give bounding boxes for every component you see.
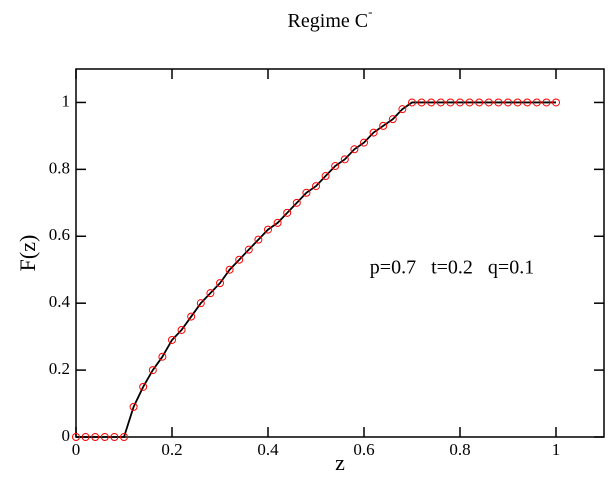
marker [398,105,407,114]
plot-frame [75,68,605,438]
y-tick-label: 0.8 [49,158,70,177]
marker [196,299,205,308]
marker [312,182,320,191]
marker [321,172,330,181]
marker [446,98,455,107]
marker [552,98,560,107]
annotation: p=0.7 t=0.2 q=0.1 [370,257,534,279]
marker [129,402,138,411]
marker [340,155,349,164]
marker [148,366,157,375]
marker [456,98,464,107]
x-axis-label: z [335,450,345,475]
marker [273,218,282,227]
chart-title: Regime C- [288,4,373,32]
marker [427,98,436,107]
marker [292,198,301,207]
marker [110,433,119,441]
marker [206,289,215,298]
marker [81,433,90,441]
marker [436,98,445,107]
marker [484,98,493,107]
marker [158,352,167,361]
marker [225,265,234,274]
marker [523,98,532,107]
marker [264,225,272,234]
marker [168,335,176,344]
y-tick-label: 0 [62,426,71,445]
marker [235,255,244,264]
marker [254,235,263,244]
marker [283,208,292,217]
marker [369,128,378,137]
marker [177,325,186,334]
x-tick-label: 0.8 [449,440,470,459]
marker [244,245,253,254]
marker [350,145,359,154]
y-tick-label: 0.2 [49,359,70,378]
x-tick-label: 1 [552,440,561,459]
y-tick-label: 0.6 [49,225,70,244]
marker [187,312,196,321]
marker [542,98,551,107]
marker [331,162,340,171]
marker [91,433,100,441]
marker [475,98,484,107]
y-tick-label: 1 [62,91,71,110]
marker [494,98,503,107]
marker [532,98,541,107]
marker [72,433,80,441]
marker [504,98,512,107]
title-text: Regime C [288,10,369,32]
marker [379,121,388,130]
marker [100,433,109,441]
marker [139,382,148,391]
y-tick-label: 0.4 [49,292,71,311]
title-superscript: - [368,4,372,19]
x-tick-label: 0 [72,440,81,459]
marker [120,433,128,441]
y-axis-label: F(z) [15,235,40,272]
marker [302,188,311,197]
marker [388,115,397,124]
marker [417,98,426,107]
marker [465,98,474,107]
marker [513,98,522,107]
x-tick-label: 0.6 [353,440,374,459]
marker [360,138,368,147]
x-tick-label: 0.2 [161,440,182,459]
marker [216,279,224,288]
marker [408,98,416,107]
x-tick-label: 0.4 [257,440,279,459]
